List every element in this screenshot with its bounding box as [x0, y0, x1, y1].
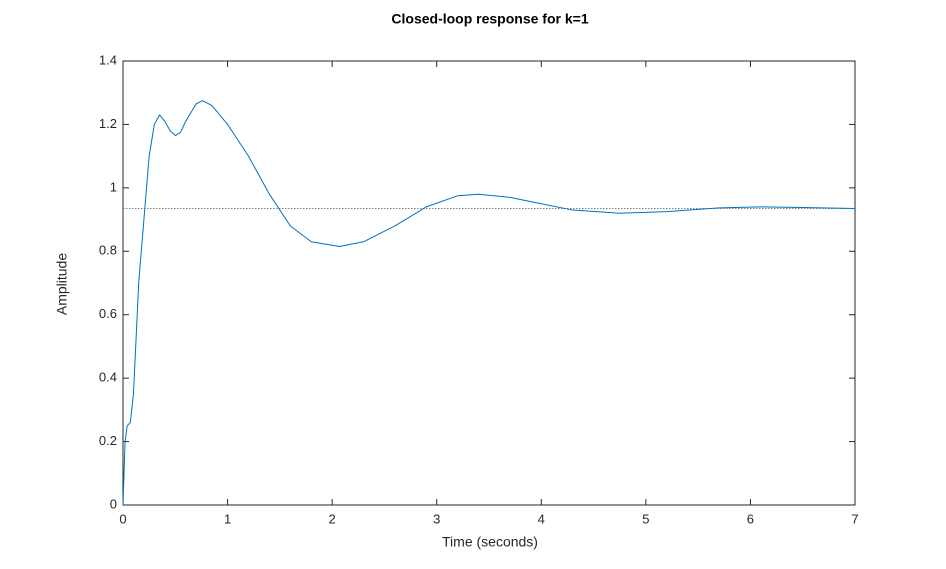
x-axis-label: Time (seconds) — [442, 534, 538, 550]
y-tick-label: 0.2 — [99, 433, 117, 448]
y-tick-label: 1.4 — [99, 52, 117, 67]
x-tick-label: 6 — [747, 511, 754, 526]
x-tick-label: 4 — [538, 511, 545, 526]
x-tick-label: 2 — [329, 511, 336, 526]
y-tick-label: 0.8 — [99, 243, 117, 258]
y-tick-label: 1 — [110, 179, 117, 194]
x-tick-label: 5 — [642, 511, 649, 526]
y-tick-label: 0.4 — [99, 370, 117, 385]
y-tick-label: 0.6 — [99, 306, 117, 321]
chart-title: Closed-loop response for k=1 — [391, 11, 588, 27]
y-axis-label: Amplitude — [54, 253, 70, 315]
y-tick-label: 0 — [110, 496, 117, 511]
plot-area — [122, 60, 856, 506]
y-tick-label: 1.2 — [99, 116, 117, 131]
x-tick-label: 0 — [119, 511, 126, 526]
x-tick-label: 1 — [224, 511, 231, 526]
x-tick-label: 3 — [433, 511, 440, 526]
line-series — [122, 100, 856, 506]
x-tick-label: 7 — [851, 511, 858, 526]
